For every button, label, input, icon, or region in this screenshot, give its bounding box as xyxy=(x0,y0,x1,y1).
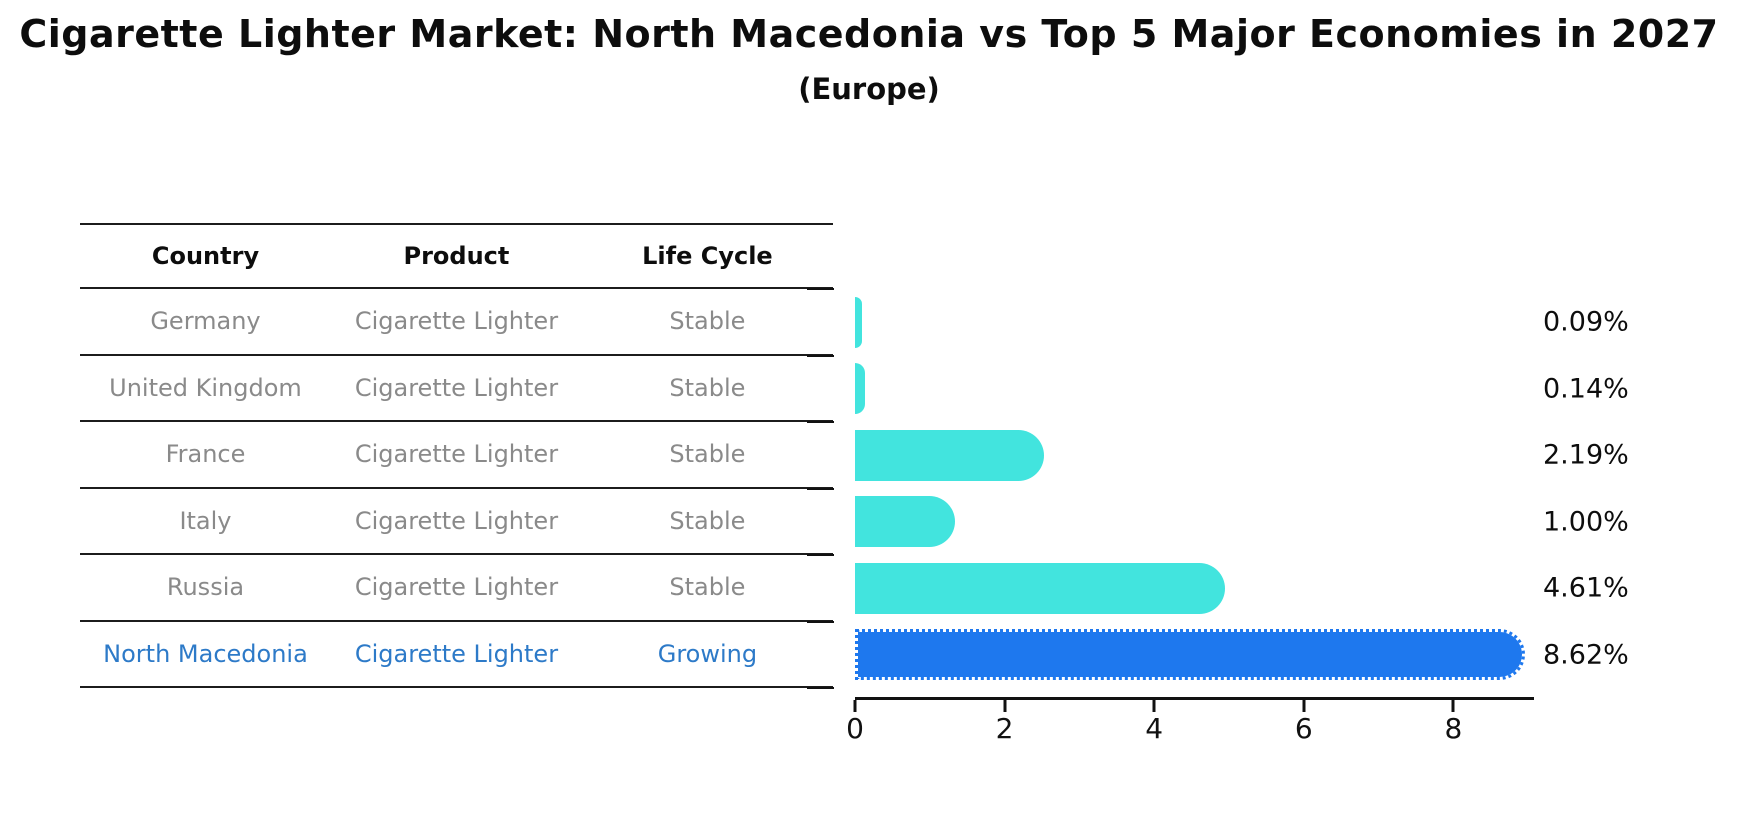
value-label: 1.00% xyxy=(1543,506,1629,537)
x-tick-label: 2 xyxy=(995,712,1014,745)
x-tick-label: 4 xyxy=(1145,712,1164,745)
cell-lifecycle: Growing xyxy=(657,639,758,668)
value-label: 0.09% xyxy=(1543,306,1629,338)
cell-country: Italy xyxy=(179,506,232,535)
cell-country: United Kingdom xyxy=(109,373,302,402)
x-axis-tick xyxy=(1451,700,1455,712)
country-table: Country Product Life Cycle Germany Cigar… xyxy=(80,223,833,688)
x-axis-tick xyxy=(1003,700,1007,712)
value-label: 4.61% xyxy=(1543,572,1629,604)
table-row-italy: Italy Cigarette Lighter Stable xyxy=(80,489,833,555)
value-label: 2.19% xyxy=(1543,439,1629,471)
bar-united-kingdom xyxy=(855,363,866,414)
chart-title: Cigarette Lighter Market: North Macedoni… xyxy=(19,12,1719,56)
y-axis-tick xyxy=(807,620,834,623)
cell-product: Cigarette Lighter xyxy=(354,506,559,535)
cell-country: North Macedonia xyxy=(103,639,308,668)
value-label: 8.62% xyxy=(1543,639,1629,670)
x-axis-tick xyxy=(853,700,857,712)
y-axis-tick xyxy=(807,421,834,423)
x-tick-label: 6 xyxy=(1294,712,1313,745)
cell-product: Cigarette Lighter xyxy=(354,573,559,602)
y-axis-tick xyxy=(807,687,834,689)
x-axis-line xyxy=(855,697,1534,700)
cell-lifecycle: Stable xyxy=(669,307,746,336)
table-row-north-macedonia-highlighted: North Macedonia Cigarette Lighter Growin… xyxy=(80,622,833,688)
cell-lifecycle: Stable xyxy=(669,440,746,469)
cell-product: Cigarette Lighter xyxy=(354,373,559,402)
chart-subtitle: (Europe) xyxy=(798,72,940,106)
cell-lifecycle: Stable xyxy=(669,573,746,602)
cell-country: France xyxy=(165,440,246,469)
column-header-lifecycle: Life Cycle xyxy=(642,242,773,270)
table-row-germany: Germany Cigarette Lighter Stable xyxy=(80,289,833,356)
x-tick-label: 0 xyxy=(846,712,864,745)
column-header-country: Country xyxy=(151,242,260,270)
table-row-russia: Russia Cigarette Lighter Stable xyxy=(80,555,833,622)
value-label: 0.14% xyxy=(1543,373,1629,404)
bar-russia xyxy=(855,563,1225,614)
table-row-united-kingdom: United Kingdom Cigarette Lighter Stable xyxy=(80,356,833,422)
y-axis-tick xyxy=(807,554,834,556)
cell-country: Russia xyxy=(166,573,245,602)
cell-product: Cigarette Lighter xyxy=(354,307,559,336)
cell-lifecycle: Stable xyxy=(669,373,746,402)
bar-north-macedonia xyxy=(855,629,1525,680)
x-tick-label: 8 xyxy=(1444,712,1463,745)
cell-product: Cigarette Lighter xyxy=(354,639,559,668)
bar-germany xyxy=(855,297,862,348)
table-row-france: France Cigarette Lighter Stable xyxy=(80,422,833,489)
y-axis-tick xyxy=(807,354,834,357)
x-axis-tick xyxy=(1152,700,1156,712)
cell-lifecycle: Stable xyxy=(669,506,746,535)
column-header-product: Product xyxy=(403,242,510,270)
cell-product: Cigarette Lighter xyxy=(354,440,559,469)
cell-country: Germany xyxy=(150,307,261,336)
y-axis-tick xyxy=(807,288,834,290)
table-header-row: Country Product Life Cycle xyxy=(80,223,833,289)
bar-france xyxy=(855,430,1044,481)
bar-italy xyxy=(855,496,955,547)
y-axis-tick xyxy=(807,487,834,490)
x-axis-tick xyxy=(1302,700,1306,712)
